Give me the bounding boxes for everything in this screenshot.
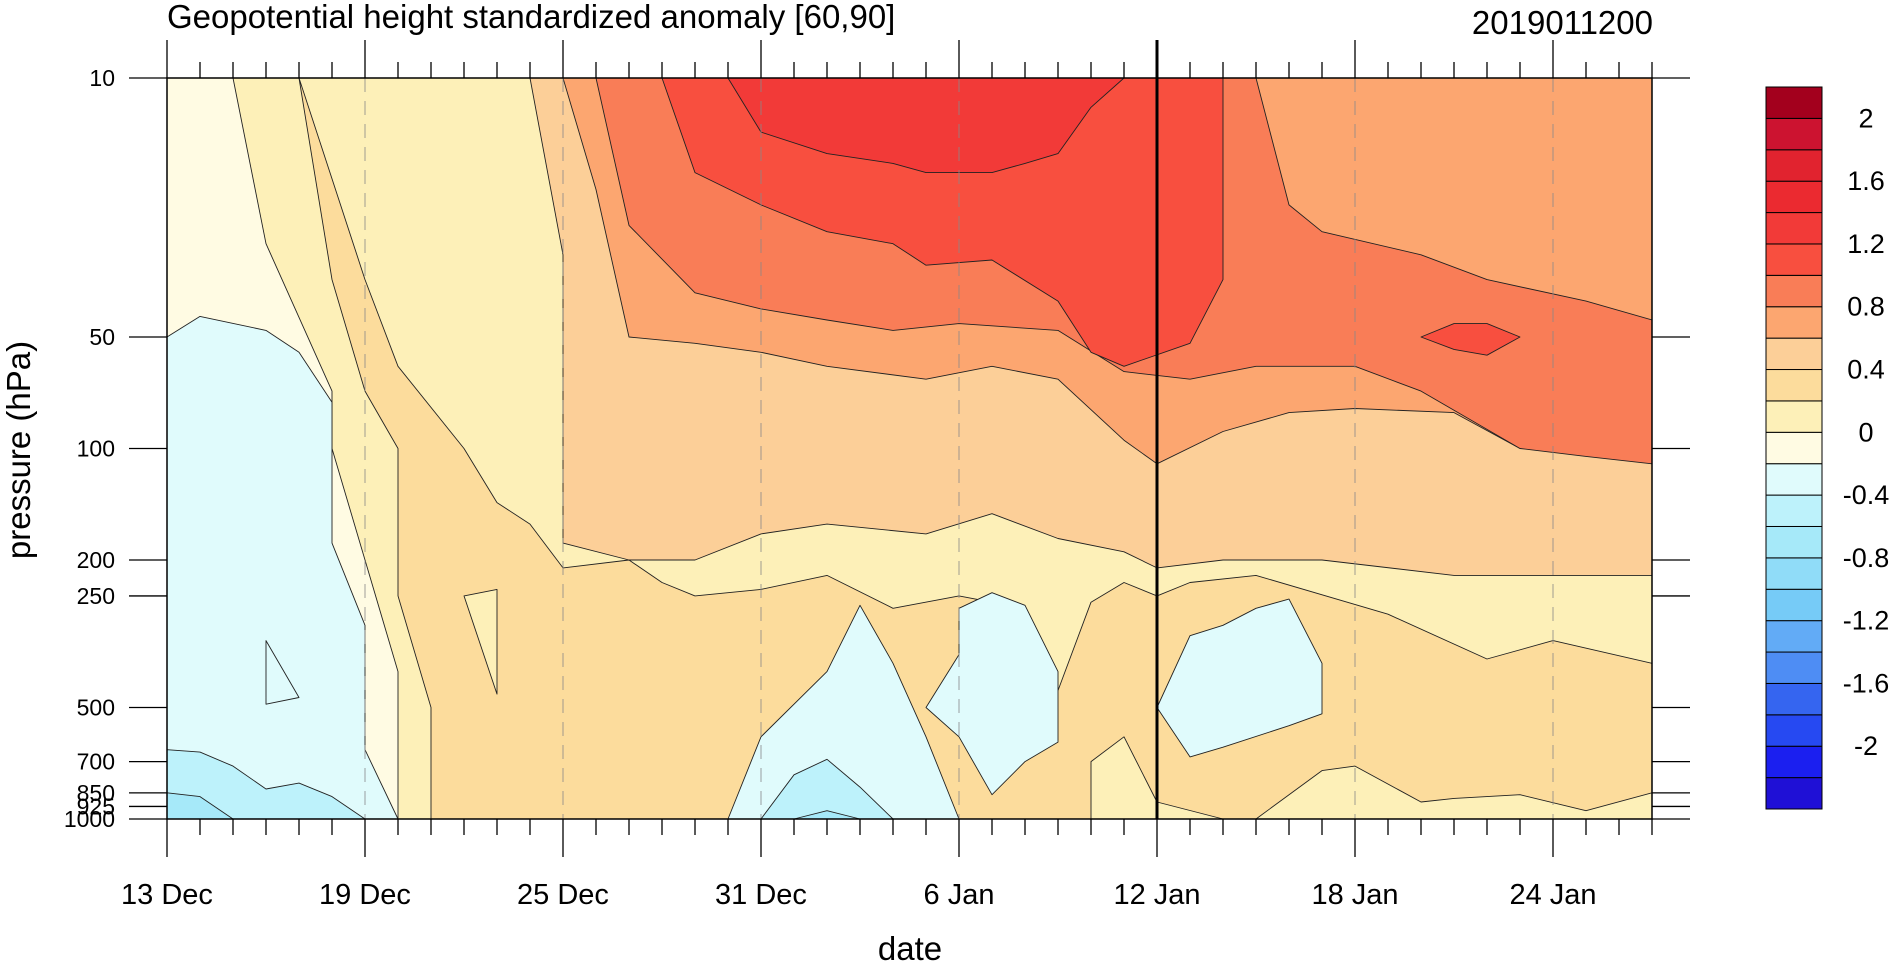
- y-tick-label-5: 500: [77, 694, 115, 720]
- colorbar-box-5: [1765, 620, 1823, 653]
- colorbar-box-10: [1765, 463, 1823, 496]
- contour-band-12: [727, 604, 960, 820]
- y-tick-label-4: 250: [77, 583, 115, 609]
- y-tick-label-9: 1000: [64, 806, 115, 832]
- y-tick-label-7: 850: [77, 780, 115, 806]
- x-tick-label-1: 19 Dec: [319, 879, 411, 911]
- colorbar-box-18: [1765, 212, 1823, 245]
- chart-date-label: 2019011200: [1472, 4, 1653, 41]
- colorbar-label-7: -0.8: [1843, 543, 1889, 573]
- y-tick-label-1: 50: [89, 324, 115, 350]
- x-tick-label-3: 31 Dec: [715, 879, 807, 911]
- colorbar-label-2: 1.2: [1847, 229, 1885, 259]
- y-tick-label-2: 100: [77, 436, 115, 462]
- colorbar-box-13: [1765, 369, 1823, 402]
- contour-band-1: [298, 77, 1653, 820]
- colorbar-box-1: [1765, 745, 1823, 779]
- x-tick-label-6: 18 Jan: [1311, 879, 1398, 911]
- colorbar: 2 1.6 1.2 0.8 0.4 0 -0.4 -0.8 -1.2 -1.6 -2: [1765, 86, 1889, 810]
- y-tick-label-8: 925: [77, 793, 115, 819]
- y-tick-label-6: 700: [77, 749, 115, 775]
- colorbar-box-21: [1765, 117, 1823, 151]
- colorbar-label-5: 0: [1858, 417, 1873, 447]
- chart-title: Geopotential height standardized anomaly…: [167, 0, 895, 35]
- x-tick-label-7: 24 Jan: [1509, 879, 1596, 911]
- colorbar-label-4: 0.4: [1847, 355, 1885, 385]
- colorbar-label-9: -1.6: [1843, 668, 1889, 698]
- contour-band-17: [463, 588, 498, 695]
- colorbar-box-9: [1765, 494, 1823, 527]
- colorbar-box-8: [1765, 525, 1823, 559]
- colorbar-label-6: -0.4: [1843, 480, 1889, 510]
- contour-band-16: [1156, 598, 1323, 758]
- colorbar-box-14: [1765, 337, 1823, 371]
- contour-band-7: [727, 77, 1125, 174]
- colorbar-box-22: [1765, 86, 1823, 119]
- colorbar-label-10: -2: [1854, 731, 1878, 761]
- colorbar-box-6: [1765, 588, 1823, 622]
- colorbar-box-4: [1765, 651, 1823, 684]
- colorbar-box-17: [1765, 243, 1823, 276]
- x-tick-label-2: 25 Dec: [517, 879, 609, 911]
- colorbar-box-12: [1765, 400, 1823, 433]
- colorbar-label-1: 1.6: [1847, 166, 1885, 196]
- filled-contours: [166, 77, 1653, 820]
- colorbar-label-3: 0.8: [1847, 292, 1885, 322]
- colorbar-box-15: [1765, 306, 1823, 339]
- contour-band-5: [661, 77, 1224, 367]
- x-tick-label-0: 13 Dec: [121, 879, 213, 911]
- colorbar-label-0: 2: [1858, 103, 1873, 133]
- y-axis-title: pressure (hPa): [0, 341, 37, 559]
- colorbar-box-0: [1765, 777, 1823, 810]
- y-tick-label-3: 200: [77, 547, 115, 573]
- colorbar-box-20: [1765, 149, 1823, 182]
- colorbar-label-8: -1.2: [1843, 606, 1889, 636]
- colorbar-box-19: [1765, 180, 1823, 214]
- axis-ticks: [129, 40, 1690, 857]
- colorbar-box-16: [1765, 274, 1823, 308]
- colorbar-box-3: [1765, 682, 1823, 716]
- colorbar-box-7: [1765, 557, 1823, 590]
- y-tick-label-0: 10: [89, 65, 115, 91]
- contour-band-11: [265, 640, 300, 705]
- x-axis-title: date: [878, 930, 942, 963]
- x-tick-label-5: 12 Jan: [1113, 879, 1200, 911]
- colorbar-box-11: [1765, 431, 1823, 465]
- colorbar-box-2: [1765, 714, 1823, 747]
- contour-band-6: [1420, 323, 1521, 356]
- x-tick-label-4: 6 Jan: [924, 879, 995, 911]
